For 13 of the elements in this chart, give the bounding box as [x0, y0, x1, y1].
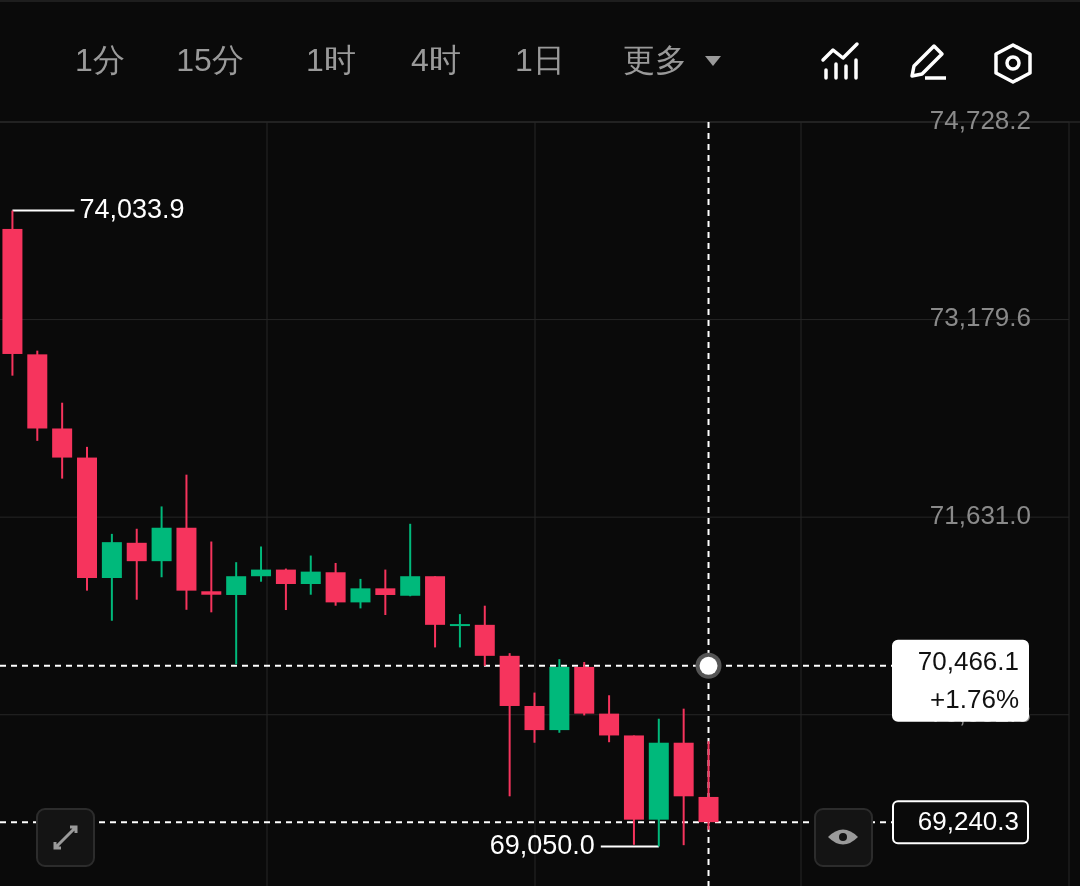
- text: 15分: [176, 42, 244, 79]
- text: 1日: [515, 42, 565, 79]
- ref-line-label: 69,240.3: [917, 806, 1019, 837]
- annotation: 74,033.9: [79, 193, 185, 224]
- ref-line-label: 70,466.1 +1.76%: [917, 645, 1019, 714]
- text: 1分: [75, 42, 125, 79]
- y-tick-label: 73,179.6: [929, 302, 1031, 333]
- text: 4时: [411, 42, 461, 79]
- text: 更多: [623, 42, 687, 79]
- text: 1时: [306, 42, 356, 79]
- y-tick-label: 74,728.2: [929, 104, 1031, 135]
- annotation: 69,050.0: [489, 829, 595, 860]
- y-tick-label: 71,631.0: [929, 500, 1031, 531]
